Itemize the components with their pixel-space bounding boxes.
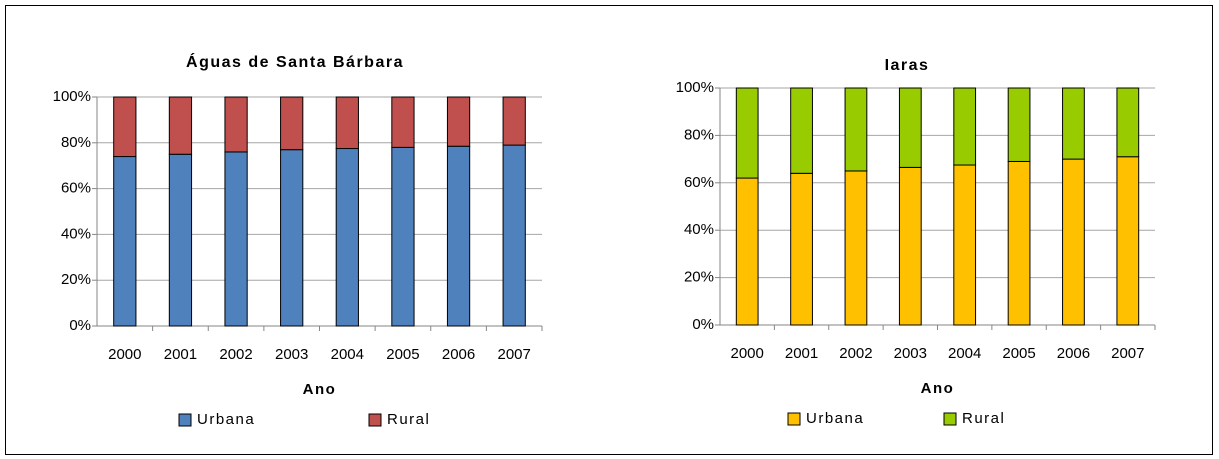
x-tick-label: 2002 (219, 346, 252, 363)
chart-title: Águas de Santa Bárbara (186, 52, 404, 71)
bar-segment (953, 87, 977, 166)
x-tick-label: 2001 (785, 345, 818, 362)
bar-segment (502, 144, 526, 327)
bar-segment (391, 146, 415, 327)
bar-segment (391, 96, 415, 148)
bar-segment (224, 96, 248, 153)
x-axis-title: Ano (921, 380, 955, 397)
x-tick-label: 2004 (331, 346, 364, 363)
x-tick-label: 2001 (164, 346, 197, 363)
y-tick-label: 60% (684, 174, 714, 191)
bar-segment (446, 96, 471, 147)
y-tick-label: 60% (61, 180, 91, 197)
x-tick-label: 2000 (108, 346, 141, 363)
y-tick-label: 80% (684, 126, 714, 143)
legend-label: Rural (962, 410, 1005, 427)
bar-segment (953, 164, 977, 326)
chart-title: Iaras (885, 57, 930, 74)
x-tick-label: 2003 (894, 345, 927, 362)
bar-segment (1062, 158, 1085, 326)
y-tick-label: 40% (684, 221, 714, 238)
bar-segment (335, 96, 359, 150)
bar-segment (1062, 87, 1085, 160)
bar-segment (168, 96, 193, 155)
x-tick-label: 2005 (386, 346, 419, 363)
bar-segment (790, 87, 813, 174)
bar-segment (735, 177, 759, 326)
bar-segment (280, 149, 304, 327)
bar-segment (113, 96, 137, 158)
x-tick-label: 2000 (731, 345, 764, 362)
bar-segment (113, 156, 137, 327)
x-tick-label: 2007 (498, 346, 531, 363)
bar-segment (446, 145, 471, 327)
y-tick-label: 40% (61, 225, 91, 242)
x-tick-label: 2005 (1002, 345, 1035, 362)
bar-segment (735, 87, 759, 179)
bar-segment (1007, 87, 1031, 162)
y-tick-label: 0% (69, 317, 91, 334)
bar-segment (1116, 87, 1140, 158)
x-tick-label: 2003 (275, 346, 308, 363)
bar-segment (1007, 160, 1031, 326)
x-tick-label: 2006 (1057, 345, 1090, 362)
x-tick-label: 2004 (948, 345, 981, 362)
y-tick-label: 80% (61, 134, 91, 151)
bar-segment (224, 151, 248, 327)
bar-segment (335, 148, 359, 327)
y-tick-label: 100% (53, 88, 91, 105)
legend-label: Rural (387, 411, 430, 428)
bar-segment (168, 153, 193, 327)
y-tick-label: 100% (676, 79, 714, 96)
legend-swatch (368, 413, 382, 427)
legend-swatch (178, 413, 192, 427)
x-tick-label: 2006 (442, 346, 475, 363)
bar-segment (844, 87, 868, 172)
bar-segment (898, 87, 922, 168)
bar-segment (844, 170, 868, 326)
legend-swatch (787, 412, 801, 426)
y-tick-label: 20% (684, 269, 714, 286)
bar-segment (790, 172, 813, 326)
legend-swatch (943, 412, 957, 426)
x-axis-title: Ano (303, 381, 337, 398)
legend-label: Urbana (806, 410, 864, 427)
x-tick-label: 2007 (1111, 345, 1144, 362)
bar-segment (1116, 156, 1140, 326)
bar-segment (898, 166, 922, 326)
y-tick-label: 20% (61, 271, 91, 288)
bar-segment (280, 96, 304, 151)
y-tick-label: 0% (692, 316, 714, 333)
bar-segment (502, 96, 526, 146)
legend-label: Urbana (197, 411, 255, 428)
x-tick-label: 2002 (839, 345, 872, 362)
